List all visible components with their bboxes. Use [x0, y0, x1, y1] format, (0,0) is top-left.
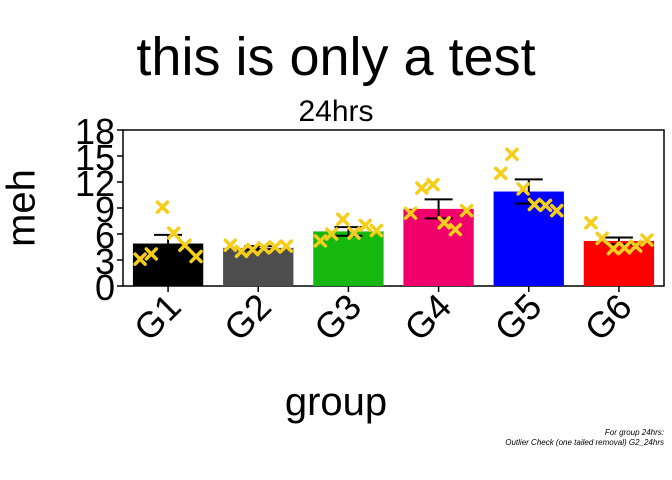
data-point-G6-3 — [617, 241, 632, 255]
data-point-G3-5 — [369, 223, 384, 238]
y-tick-label-5: 15 — [75, 137, 115, 178]
data-point-G3-1 — [324, 227, 339, 241]
data-point-G2-1 — [234, 244, 249, 259]
data-point-G5-1 — [505, 147, 519, 162]
data-point-G1-4 — [178, 238, 192, 253]
data-point-G6-1 — [595, 231, 609, 246]
data-point-G1-3 — [166, 226, 181, 240]
x-tick-label-G1: G1 — [126, 286, 189, 349]
y-tick-label-0: 0 — [95, 267, 115, 308]
chart-subtitle: 24hrs — [298, 95, 374, 128]
data-point-G2-3 — [257, 241, 271, 255]
data-point-G4-3 — [437, 215, 451, 230]
x-tick-label-G3: G3 — [306, 286, 369, 349]
data-point-G4-2 — [426, 177, 440, 192]
footnote-line-1: For group 24hrs: — [604, 428, 664, 437]
data-point-G2-5 — [279, 239, 293, 253]
y-tick-label-4: 12 — [75, 163, 115, 204]
x-axis-label: group — [284, 380, 388, 424]
data-point-G3-0 — [313, 234, 328, 248]
y-tick-label-3: 9 — [95, 189, 115, 230]
x-tick-label-G4: G4 — [396, 286, 459, 349]
data-point-G6-5 — [640, 233, 654, 247]
data-point-G6-2 — [606, 241, 621, 256]
data-point-G5-5 — [550, 203, 564, 218]
data-point-G2-4 — [268, 240, 282, 254]
data-point-G6-4 — [628, 239, 643, 253]
data-point-G1-5 — [189, 249, 203, 264]
data-point-G4-5 — [459, 203, 474, 218]
plot-frame — [122, 129, 665, 287]
data-point-G3-2 — [336, 212, 350, 227]
x-tick-label-G2: G2 — [216, 286, 279, 349]
data-point-G2-0 — [223, 238, 237, 253]
bar-G3 — [313, 231, 384, 286]
y-tick-label-6: 18 — [75, 111, 115, 152]
data-point-G4-0 — [403, 206, 418, 220]
data-point-G1-1 — [144, 247, 159, 261]
y-tick-label-2: 6 — [95, 215, 115, 256]
data-point-G5-3 — [527, 197, 542, 212]
data-point-G5-4 — [538, 198, 553, 213]
footnote-line-2: Outlier Check (one tailed removal) G2_24… — [505, 438, 664, 447]
x-tick-label-G5: G5 — [486, 286, 549, 349]
data-point-G6-0 — [584, 215, 598, 230]
bar-G6 — [583, 240, 655, 286]
data-point-G2-2 — [245, 242, 260, 257]
chart-title: this is only a test — [136, 27, 536, 87]
data-point-G3-4 — [358, 218, 372, 233]
x-tick-label-G6: G6 — [577, 286, 640, 349]
data-point-G4-1 — [415, 181, 429, 195]
data-point-G5-2 — [516, 182, 530, 196]
data-point-G1-2 — [155, 200, 170, 214]
y-tick-label-1: 3 — [95, 241, 115, 282]
data-point-G5-0 — [494, 166, 508, 181]
footnote: For group 24hrs: Outlier Check (one tail… — [505, 428, 664, 448]
data-point-G4-4 — [448, 222, 463, 237]
data-point-G1-0 — [133, 252, 147, 266]
bar-G4 — [403, 208, 474, 286]
data-point-G3-3 — [347, 226, 361, 240]
